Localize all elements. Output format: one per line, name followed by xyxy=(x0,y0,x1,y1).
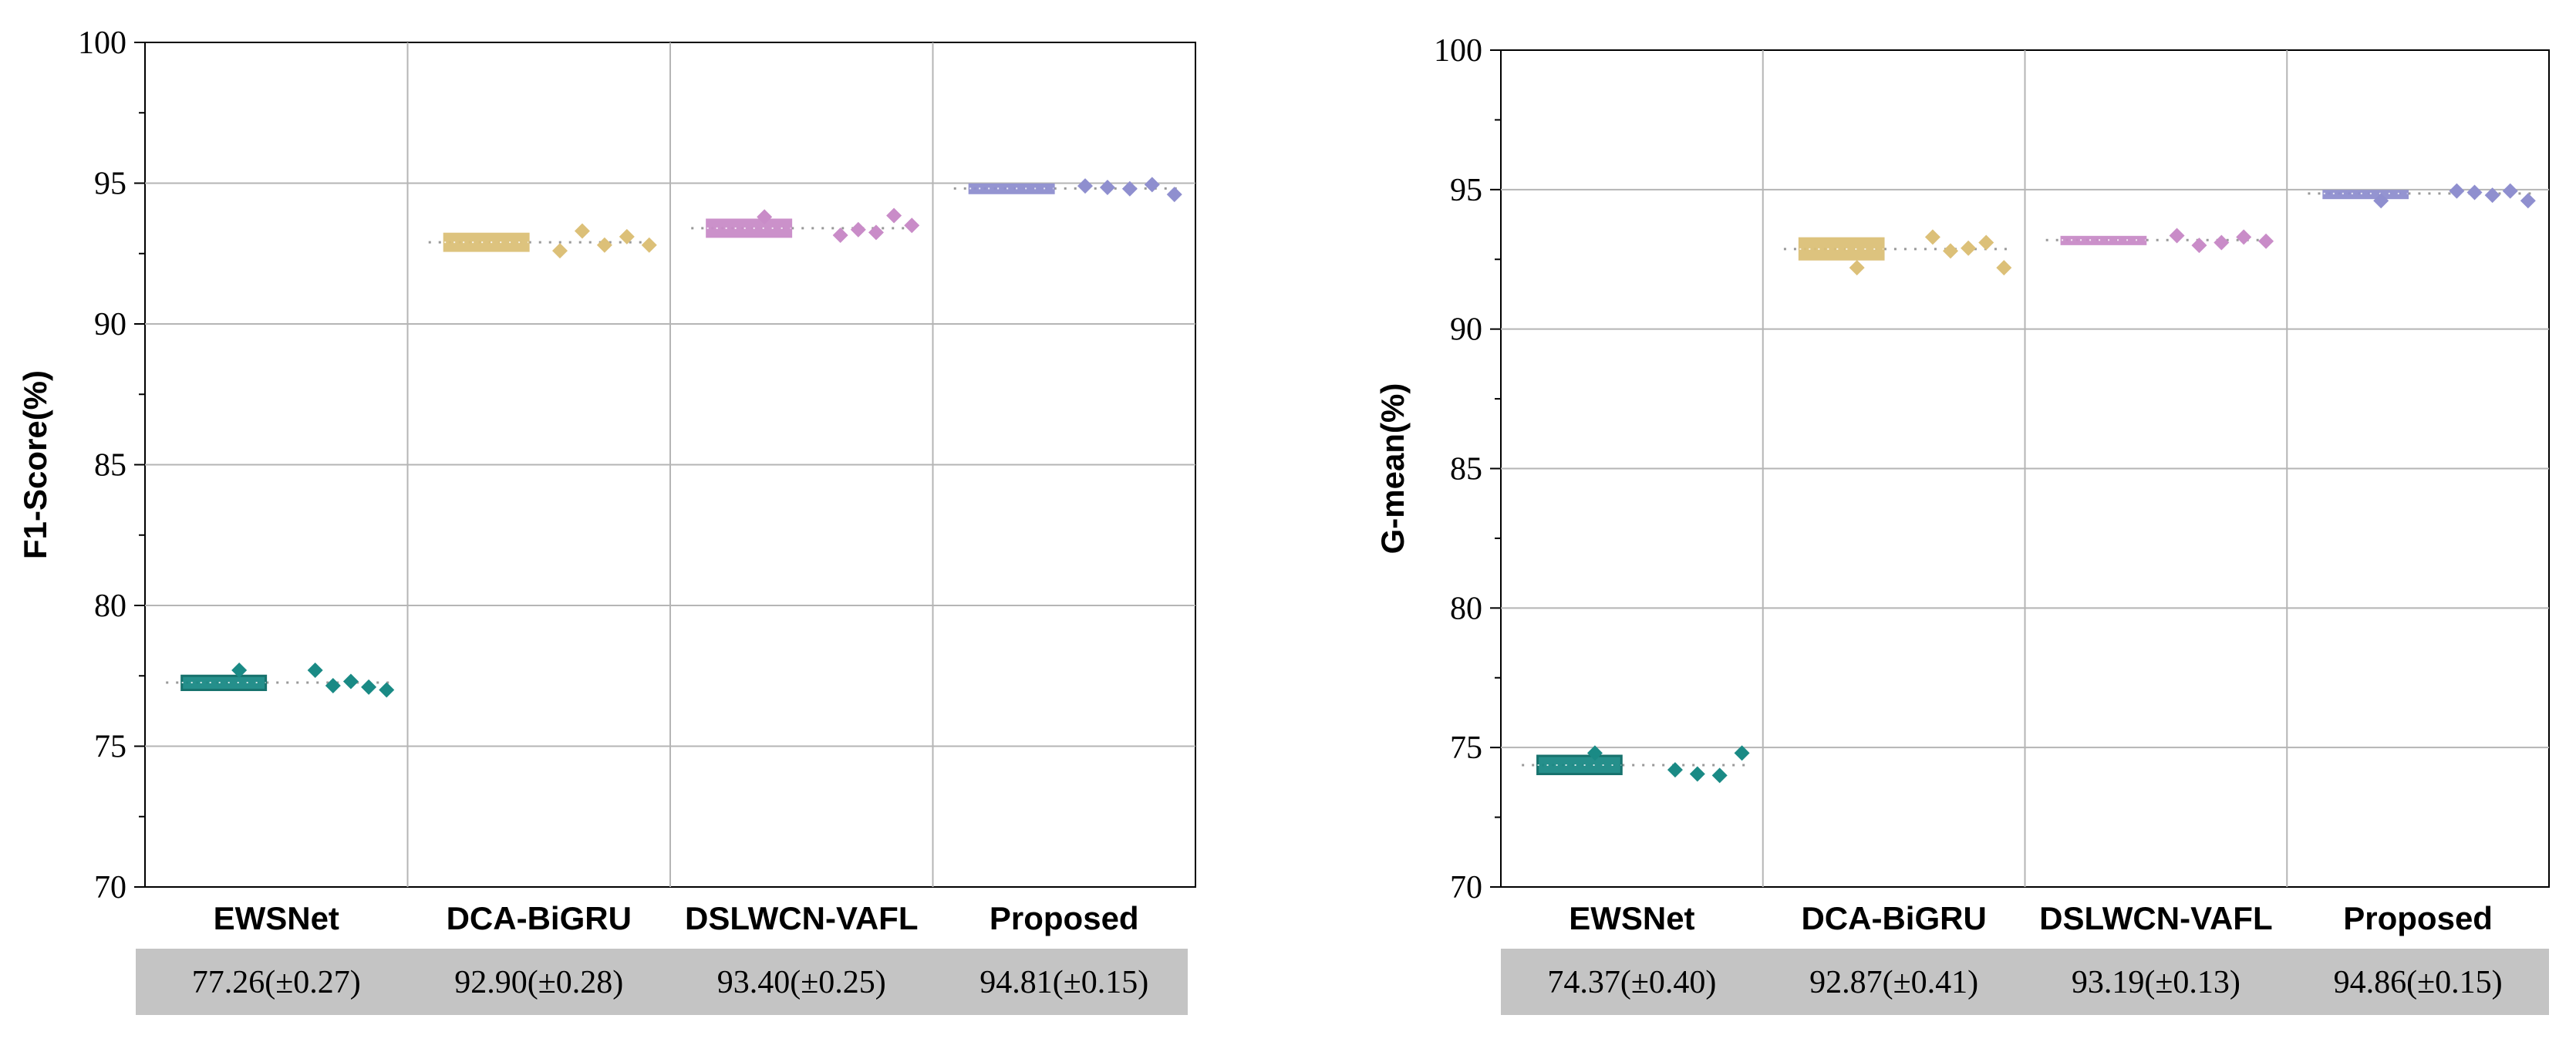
stat-label: 77.26(±0.27) xyxy=(192,965,361,1000)
category-label: EWSNet xyxy=(1569,900,1694,936)
y-tick-label: 80 xyxy=(94,588,126,624)
data-point xyxy=(307,662,323,678)
y-tick-label: 75 xyxy=(94,730,126,765)
y-tick-label: 70 xyxy=(94,870,126,905)
data-point xyxy=(868,224,884,241)
stat-label: 74.37(±0.40) xyxy=(1547,965,1716,1000)
category-label: DSLWCN-VAFL xyxy=(685,900,919,936)
box-proposed xyxy=(968,183,1055,194)
data-point xyxy=(231,662,248,678)
stats-table xyxy=(1501,949,2549,1015)
data-point xyxy=(1667,762,1683,778)
y-tick-label: 90 xyxy=(94,307,126,342)
stat-label: 94.81(±0.15) xyxy=(979,965,1148,1000)
chart-panel-1: 70 75 80 85 90 95 100 F1-Score(%) EWSNet 77.26(±0… xyxy=(17,25,1196,1015)
y-tick-label: 100 xyxy=(1434,33,1482,69)
stat-label: 92.90(±0.28) xyxy=(454,965,623,1000)
box-dca-bigru xyxy=(443,232,530,252)
box-ewsnet xyxy=(180,674,268,691)
category-label: DSLWCN-VAFL xyxy=(2039,900,2273,936)
data-point xyxy=(2520,193,2536,209)
y-tick-label: 100 xyxy=(78,25,126,61)
data-point xyxy=(342,673,359,690)
data-point xyxy=(1943,243,1959,259)
data-point xyxy=(641,237,657,253)
data-point xyxy=(886,207,902,224)
box-dca-bigru xyxy=(1798,237,1885,261)
box-dslwcn-vafl xyxy=(706,218,793,238)
data-point xyxy=(1711,767,1728,784)
data-point xyxy=(1099,179,1115,195)
data-point xyxy=(2169,228,2185,244)
y-tick-label: 95 xyxy=(94,167,126,202)
data-point xyxy=(1586,745,1603,761)
y-axis-title: G-mean(%) xyxy=(1374,383,1411,555)
data-point xyxy=(832,228,848,244)
data-point xyxy=(2214,234,2230,251)
y-axis-title: F1-Score(%) xyxy=(17,370,53,559)
data-point xyxy=(757,209,773,225)
data-point xyxy=(1144,177,1160,193)
data-point xyxy=(379,682,395,698)
y-tick-label: 85 xyxy=(94,448,126,484)
stat-label: 94.86(±0.15) xyxy=(2334,965,2503,1000)
data-point xyxy=(2502,183,2518,199)
data-point xyxy=(2191,238,2207,254)
data-point xyxy=(1924,229,1940,245)
data-point xyxy=(2373,193,2389,209)
data-point xyxy=(2236,229,2252,245)
box-dslwcn-vafl xyxy=(2060,235,2147,245)
data-point xyxy=(1166,187,1182,203)
data-point xyxy=(1689,766,1705,782)
stat-label: 92.87(±0.41) xyxy=(1809,965,1978,1000)
data-point xyxy=(2484,187,2500,204)
y-tick-label: 75 xyxy=(1450,730,1482,766)
category-label: Proposed xyxy=(2343,900,2493,936)
data-point xyxy=(361,679,377,695)
y-tick-label: 80 xyxy=(1450,591,1482,626)
category-label: EWSNet xyxy=(214,900,339,936)
chart-panel-2: 70 75 80 85 90 95 100 G-mean(%) EWSNet 74.37(±0.4… xyxy=(1374,33,2550,1015)
data-point xyxy=(1734,745,1750,761)
box-ewsnet xyxy=(1536,754,1623,776)
stats-table xyxy=(136,949,1188,1015)
category-label: DCA-BiGRU xyxy=(1801,900,1986,936)
category-label: Proposed xyxy=(990,900,1139,936)
y-tick-label: 70 xyxy=(1450,870,1482,905)
data-point xyxy=(850,221,866,238)
category-label: DCA-BiGRU xyxy=(447,900,632,936)
y-tick-label: 90 xyxy=(1450,312,1482,348)
data-point xyxy=(2449,183,2465,199)
data-point xyxy=(904,218,920,234)
data-point xyxy=(1077,178,1093,194)
stat-label: 93.19(±0.13) xyxy=(2072,965,2241,1000)
data-point xyxy=(2258,233,2274,249)
data-point xyxy=(1961,240,1977,256)
data-point xyxy=(1978,234,1994,251)
data-point xyxy=(1121,180,1138,197)
data-point xyxy=(551,243,568,259)
y-tick-label: 95 xyxy=(1450,173,1482,208)
stat-label: 93.40(±0.25) xyxy=(717,965,886,1000)
data-point xyxy=(619,228,635,244)
data-point xyxy=(325,678,341,694)
data-point xyxy=(2466,184,2483,201)
data-point xyxy=(596,237,612,253)
data-point xyxy=(1996,260,2012,276)
data-point xyxy=(1849,260,1865,276)
box-proposed xyxy=(2322,190,2409,200)
data-point xyxy=(574,223,590,239)
y-tick-label: 85 xyxy=(1450,452,1482,487)
